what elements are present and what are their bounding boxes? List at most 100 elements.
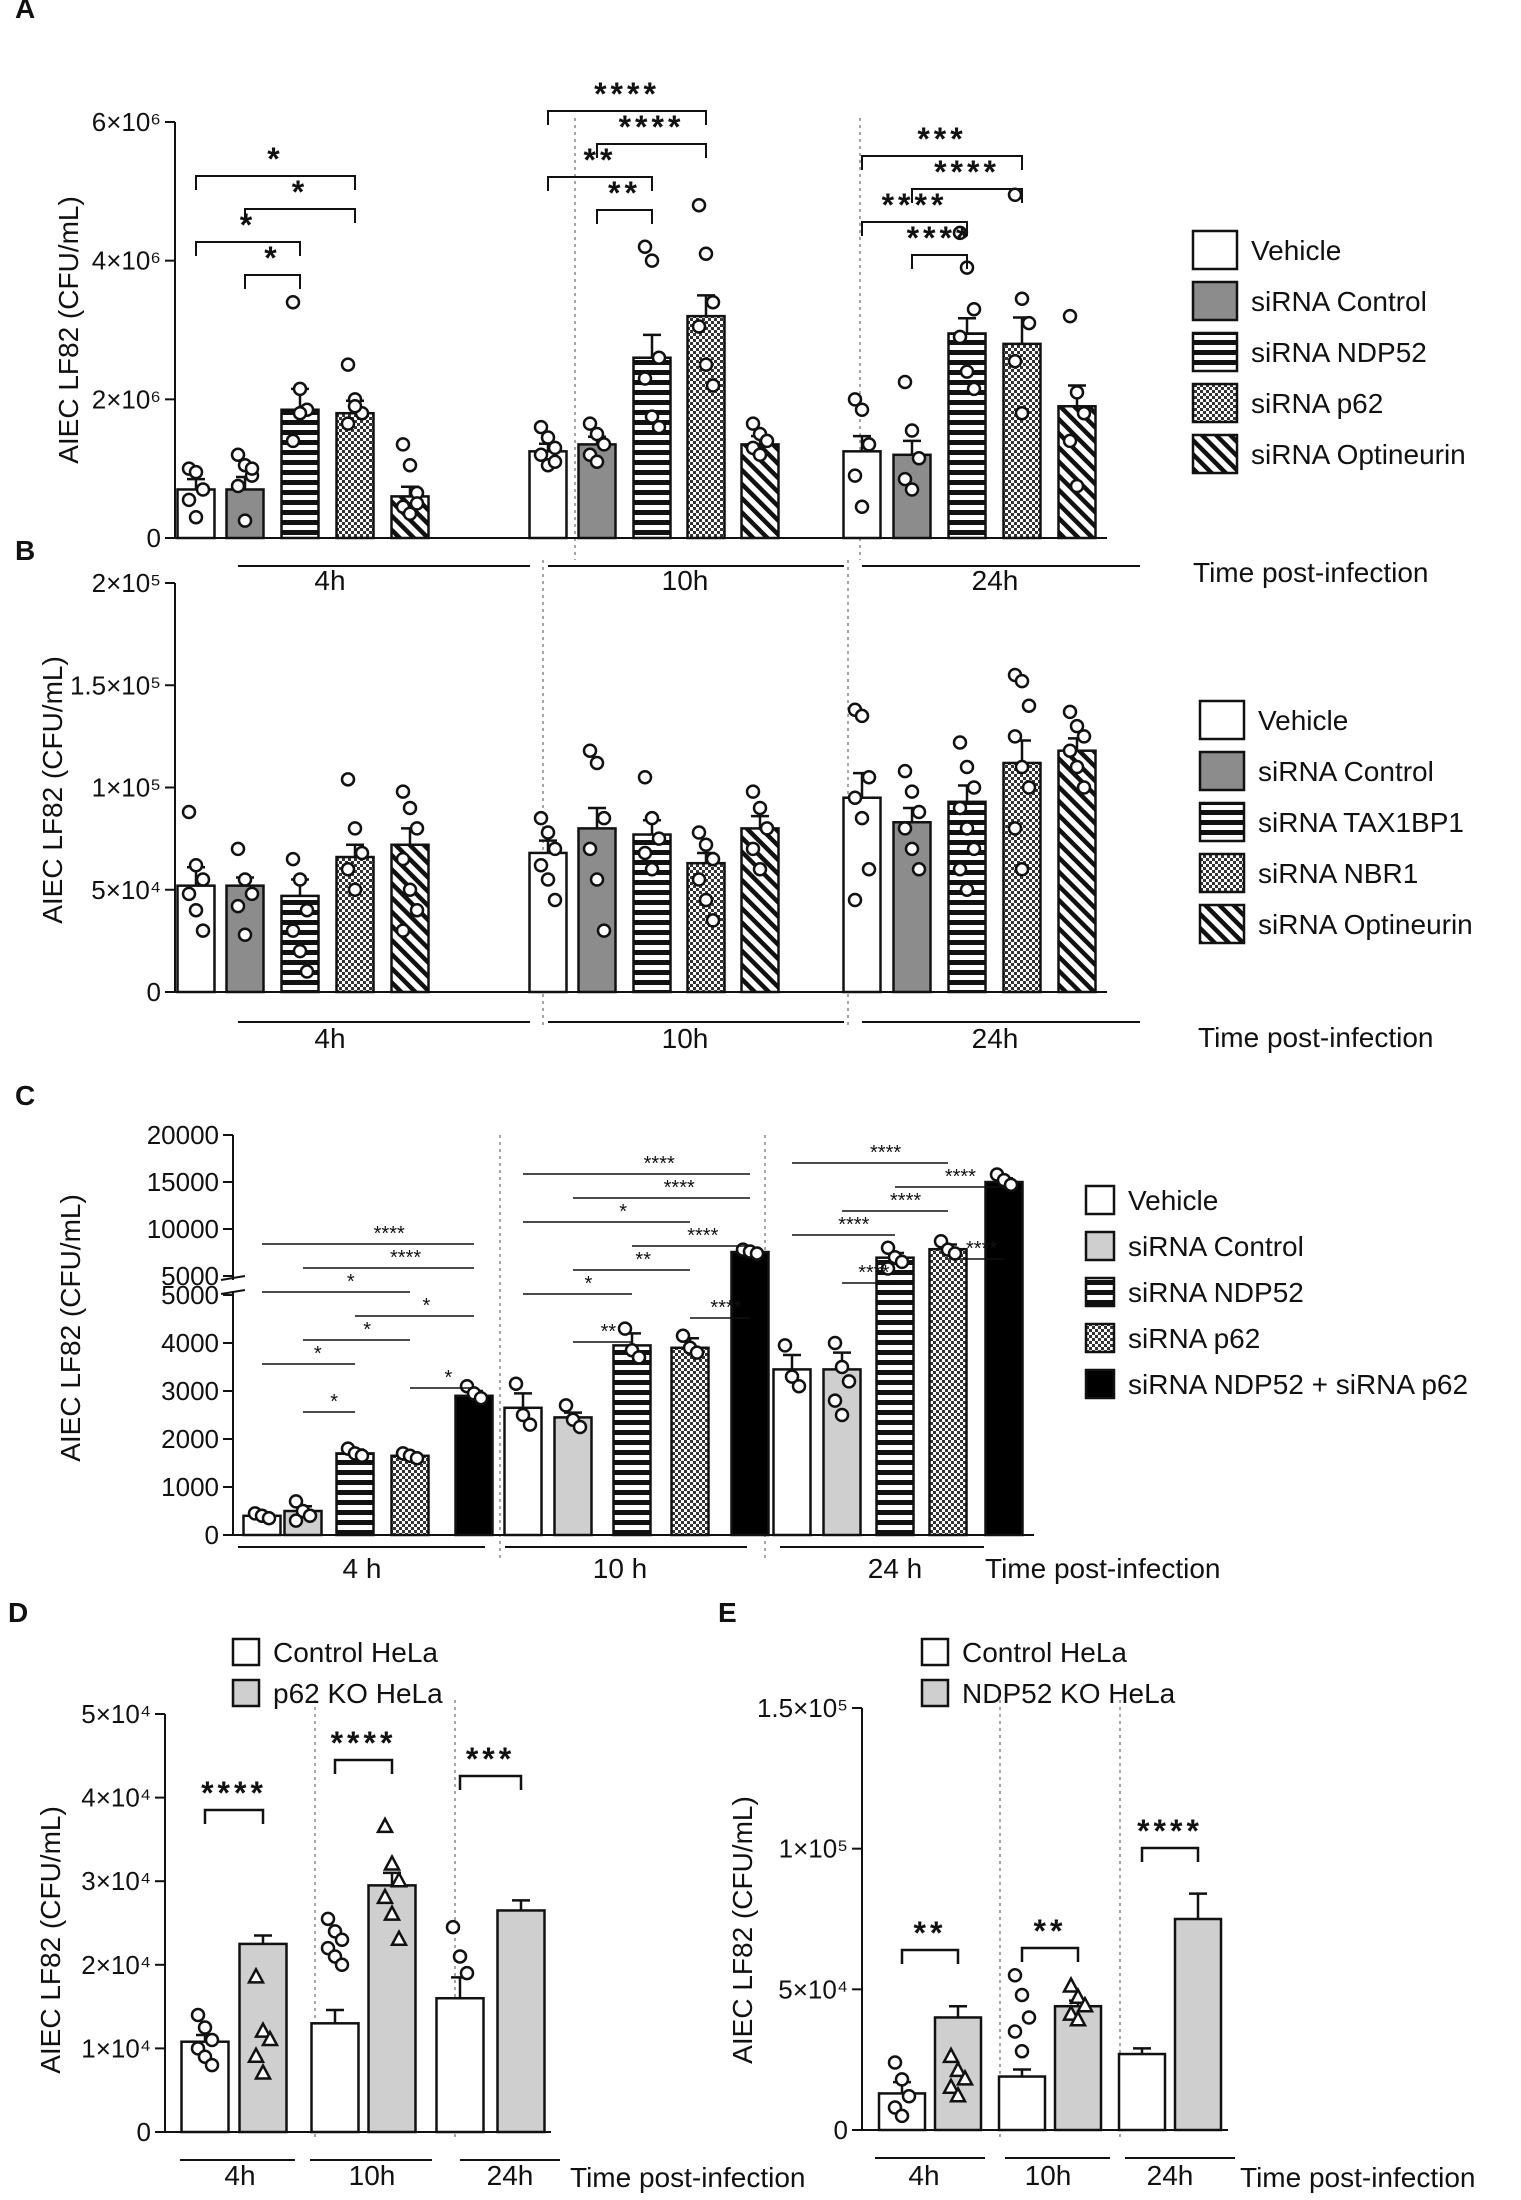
data-point xyxy=(285,923,301,938)
data-point xyxy=(901,2088,917,2104)
legend-swatch xyxy=(1084,1184,1116,1216)
data-point xyxy=(631,1350,647,1365)
x-group-label: 24h xyxy=(1147,2160,1194,2191)
axis-break xyxy=(221,1280,245,1291)
y-tick-label: 0 xyxy=(205,1520,219,1550)
y-tick-label: 1.5×10⁵ xyxy=(757,1693,848,1723)
data-point xyxy=(540,825,556,840)
data-point xyxy=(188,857,204,873)
y-tick-label: 10000 xyxy=(147,1214,219,1244)
legend-label: siRNA Control xyxy=(1251,286,1427,317)
data-point xyxy=(1014,1987,1030,2003)
data-point xyxy=(547,841,563,857)
legend-swatch xyxy=(1191,331,1239,373)
legend-swatch xyxy=(1198,699,1246,741)
data-point xyxy=(181,804,197,820)
data-point xyxy=(904,482,920,497)
bar xyxy=(947,332,987,540)
data-point xyxy=(230,898,246,914)
sig-label: * xyxy=(619,1201,627,1223)
data-point xyxy=(880,1261,896,1276)
legend-label: siRNA p62 xyxy=(1128,1323,1260,1354)
sig-bracket xyxy=(596,143,707,158)
bar xyxy=(496,1909,546,2134)
x-group-label: 10h xyxy=(662,1023,709,1054)
data-point xyxy=(861,862,877,877)
sig-label: **** xyxy=(664,1177,695,1199)
data-point xyxy=(1062,743,1078,758)
data-point xyxy=(572,1419,588,1435)
data-point xyxy=(644,810,660,826)
sig-label: * xyxy=(363,1319,371,1341)
data-point xyxy=(952,329,968,345)
data-point xyxy=(547,892,563,908)
data-point xyxy=(195,923,211,938)
bar xyxy=(632,356,672,540)
sig-label: ** xyxy=(1034,1913,1067,1949)
sig-bracket xyxy=(911,188,1023,203)
legend-label: Vehicle xyxy=(1128,1185,1218,1216)
legend: Control HeLa p62 KO HeLa xyxy=(231,1637,443,1709)
data-point xyxy=(547,454,563,469)
data-point xyxy=(533,447,549,463)
data-point xyxy=(596,810,612,826)
legend-label: siRNA NDP52 + siRNA p62 xyxy=(1128,1369,1468,1400)
data-point xyxy=(1069,385,1085,400)
data-point xyxy=(904,784,920,799)
legend-swatch xyxy=(1198,801,1246,843)
data-point xyxy=(1062,308,1078,324)
data-point xyxy=(533,857,549,873)
sig-label: **** xyxy=(870,1142,901,1164)
data-point xyxy=(952,735,968,750)
sig-label: **** xyxy=(1137,1813,1203,1849)
y-tick-label: 1×10⁵ xyxy=(92,773,161,803)
data-point xyxy=(1014,405,1030,421)
sig-bracket xyxy=(547,110,707,125)
legend-label: siRNA Control xyxy=(1258,756,1434,787)
legend-label: Vehicle xyxy=(1258,705,1348,736)
data-point xyxy=(292,943,308,959)
sig-bracket xyxy=(203,1808,265,1824)
sig-label: **** xyxy=(390,1247,421,1269)
data-point xyxy=(1014,2043,1030,2059)
y-tick-label: 4×10⁶ xyxy=(92,246,161,276)
sig-label: * xyxy=(423,1295,431,1317)
bar xyxy=(1002,761,1042,994)
panel-label: A xyxy=(15,0,35,24)
x-group-label: 24 h xyxy=(868,1553,923,1584)
data-point xyxy=(253,2021,273,2038)
data-point xyxy=(698,892,714,908)
data-point xyxy=(292,381,308,397)
data-point xyxy=(340,416,356,431)
data-point xyxy=(246,1966,266,1984)
data-point xyxy=(452,1949,468,1964)
data-point xyxy=(1068,1987,1088,2005)
sig-label: * xyxy=(585,1273,593,1295)
data-point xyxy=(948,2085,968,2103)
y-axis-label: AIEC LF82 (CFU/mL) xyxy=(55,1194,86,1462)
data-point xyxy=(558,1398,574,1413)
data-point xyxy=(847,790,863,805)
data-point xyxy=(334,1957,350,1973)
data-point xyxy=(596,437,612,452)
data-point xyxy=(897,763,913,779)
data-point xyxy=(195,872,211,887)
data-point xyxy=(395,851,411,867)
x-group-label: 10 h xyxy=(593,1553,648,1584)
data-point xyxy=(1014,862,1030,877)
bar xyxy=(435,1996,485,2134)
y-tick-label: 1×10⁴ xyxy=(81,2033,151,2063)
legend-label: siRNA p62 xyxy=(1251,388,1383,419)
legend-swatch xyxy=(1191,382,1239,424)
legend: Vehicle siRNA Control siRNA NDP52 siRNA p62… xyxy=(1084,1184,1468,1400)
data-point xyxy=(941,2046,961,2064)
y-tick-label: 1.5×10⁵ xyxy=(70,670,161,700)
data-point xyxy=(1007,1968,1023,1983)
data-point xyxy=(777,1338,793,1353)
sig-label: **** xyxy=(687,1225,718,1247)
legend-swatch xyxy=(1084,1276,1116,1308)
data-point xyxy=(340,862,356,877)
data-point xyxy=(897,821,913,836)
